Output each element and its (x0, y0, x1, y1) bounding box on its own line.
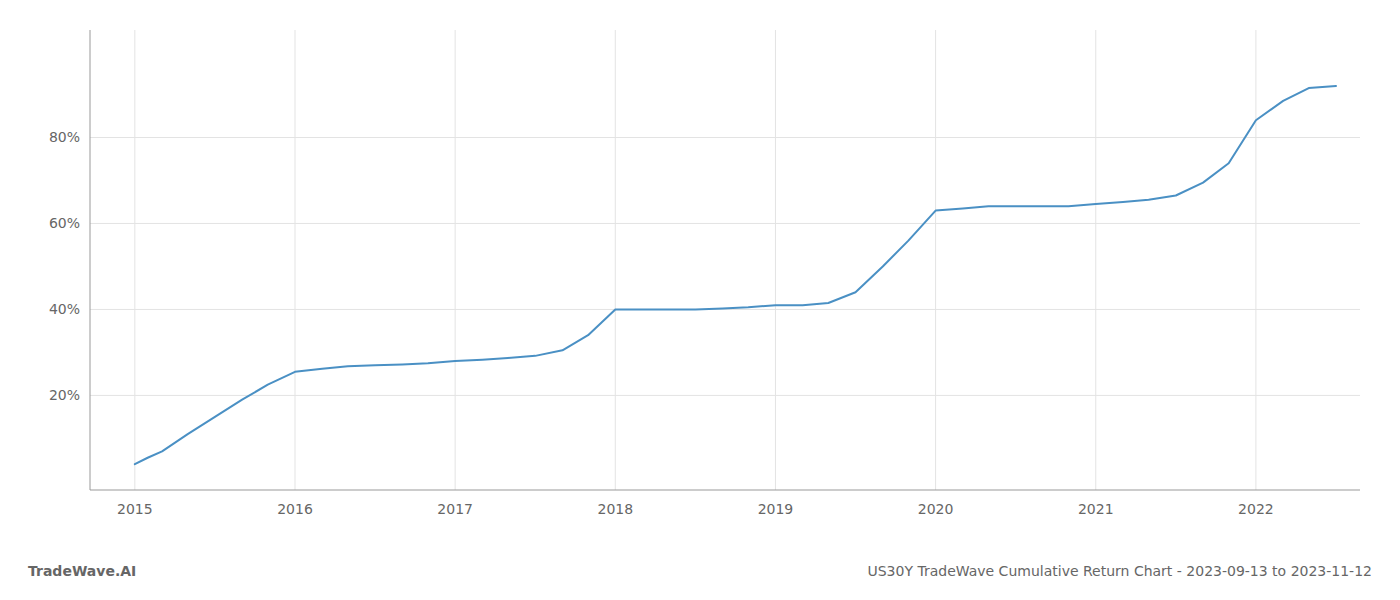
x-tick-label: 2015 (117, 501, 153, 517)
x-tick-label: 2019 (758, 501, 794, 517)
x-grid-line (134, 30, 135, 490)
y-grid-line (90, 395, 1360, 396)
axes: 2015 2016 2017 2018 2019 2020 2021 2022 20% 40% 60… (49, 30, 1360, 517)
grid (90, 30, 1360, 490)
y-tick-label: 40% (49, 301, 80, 317)
y-axis-line (90, 30, 91, 490)
x-grid-line (1095, 30, 1096, 490)
y-tick-label: 60% (49, 215, 80, 231)
x-grid-line (615, 30, 616, 490)
x-grid-line (775, 30, 776, 490)
x-tick-label: 2020 (918, 501, 954, 517)
x-tick-label: 2016 (277, 501, 313, 517)
x-grid-line (294, 30, 295, 490)
x-tick-label: 2021 (1078, 501, 1114, 517)
footer-left: TradeWave.AI (28, 563, 136, 579)
x-tick-label: 2017 (437, 501, 473, 517)
y-grid-line (90, 137, 1360, 138)
y-grid-line (90, 223, 1360, 224)
y-tick-label: 80% (49, 129, 80, 145)
series-group (135, 86, 1336, 464)
chart: 2015 2016 2017 2018 2019 2020 2021 2022 20% 40% 60… (0, 0, 1400, 600)
x-grid-line (935, 30, 936, 490)
y-tick-label: 20% (49, 387, 80, 403)
footer-right: US30Y TradeWave Cumulative Return Chart … (867, 563, 1372, 579)
x-tick-label: 2018 (597, 501, 633, 517)
x-grid-line (455, 30, 456, 490)
line (135, 86, 1336, 464)
x-tick-label: 2022 (1238, 501, 1274, 517)
x-grid-line (1255, 30, 1256, 490)
x-axis-line (90, 490, 1360, 491)
